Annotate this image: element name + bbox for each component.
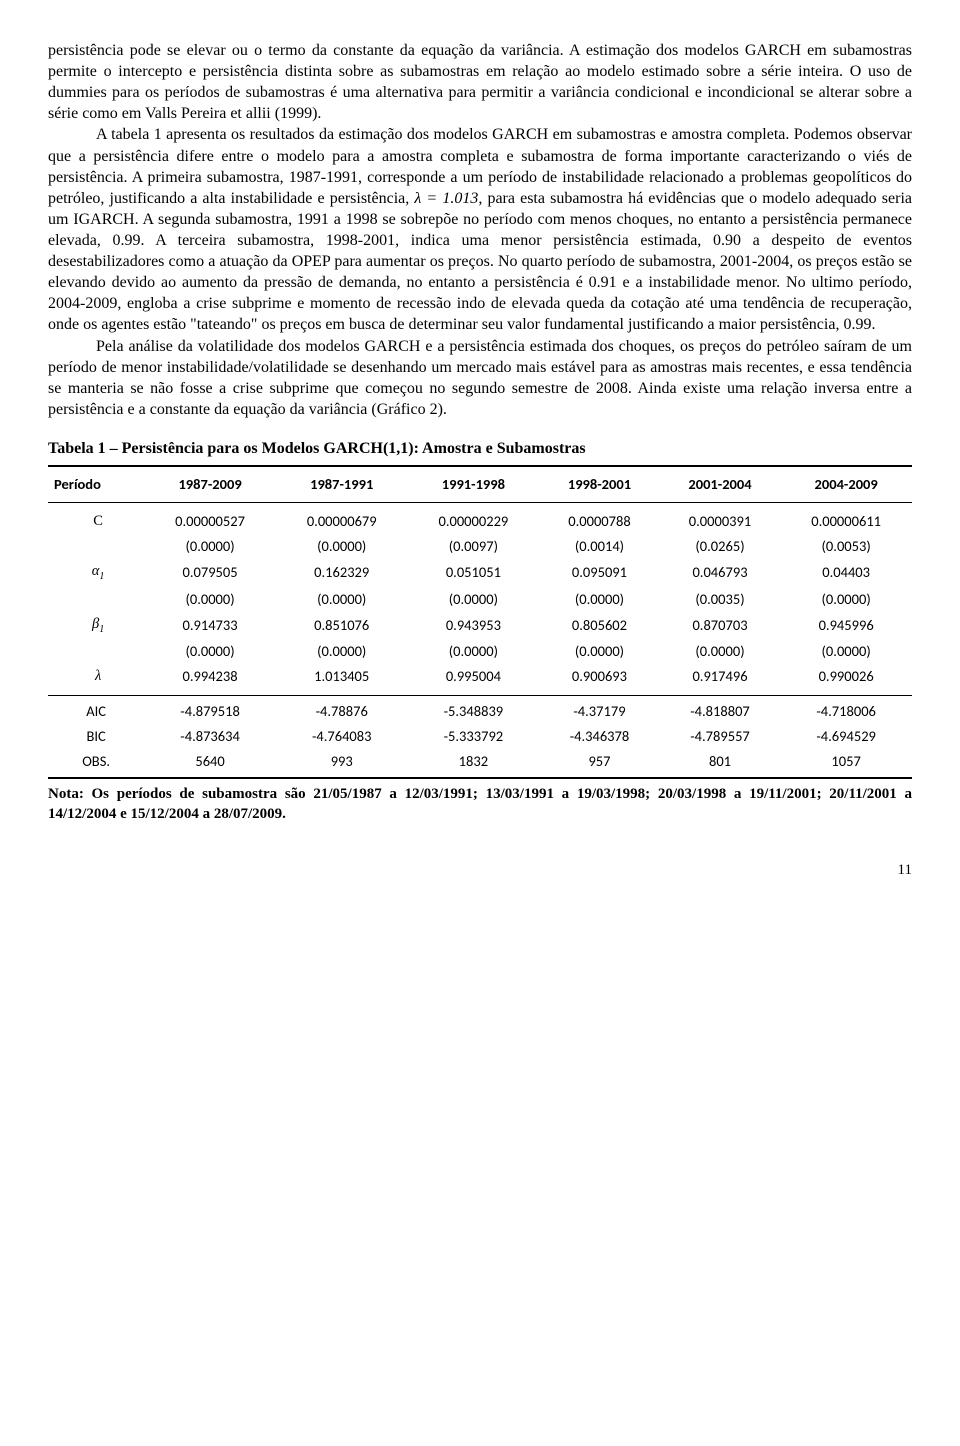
c-p-0: (0.0000) [144, 534, 276, 559]
bic-1: -4.764083 [276, 724, 408, 749]
a-p-4: (0.0035) [660, 587, 781, 612]
obs-5: 1057 [780, 749, 912, 778]
col-1987-1991: 1987-1991 [276, 466, 408, 503]
a-p-0: (0.0000) [144, 587, 276, 612]
obs-2: 1832 [408, 749, 540, 778]
bic-5: -4.694529 [780, 724, 912, 749]
l-val-3: 0.900693 [539, 664, 660, 689]
l-val-4: 0.917496 [660, 664, 781, 689]
row-alpha: α1 0.079505 0.162329 0.051051 0.095091 0… [48, 559, 912, 586]
row-obs: OBS. 5640 993 1832 957 801 1057 [48, 749, 912, 778]
c-val-1: 0.00000679 [276, 509, 408, 534]
l-val-2: 0.995004 [408, 664, 540, 689]
table-title: Tabela 1 – Persistência para os Modelos … [48, 438, 912, 459]
obs-1: 993 [276, 749, 408, 778]
bic-3: -4.346378 [539, 724, 660, 749]
paragraph-3: Pela análise da volatilidade dos modelos… [48, 336, 912, 420]
c-p-1: (0.0000) [276, 534, 408, 559]
bic-0: -4.873634 [144, 724, 276, 749]
table-note: Nota: Os períodos de subamostra são 21/0… [48, 785, 912, 825]
aic-2: -5.348839 [408, 695, 540, 724]
col-2004-2009: 2004-2009 [780, 466, 912, 503]
col-period: Período [48, 466, 144, 503]
row-c-p: (0.0000) (0.0000) (0.0097) (0.0014) (0.0… [48, 534, 912, 559]
b-val-2: 0.943953 [408, 612, 540, 639]
b-p-5: (0.0000) [780, 639, 912, 664]
aic-4: -4.818807 [660, 695, 781, 724]
row-c: C 0.00000527 0.00000679 0.00000229 0.000… [48, 509, 912, 534]
l-val-5: 0.990026 [780, 664, 912, 689]
a-val-1: 0.162329 [276, 559, 408, 586]
col-1998-2001: 1998-2001 [539, 466, 660, 503]
b-val-3: 0.805602 [539, 612, 660, 639]
page-number: 11 [48, 861, 912, 881]
row-aic: AIC -4.879518 -4.78876 -5.348839 -4.3717… [48, 695, 912, 724]
b-p-2: (0.0000) [408, 639, 540, 664]
aic-1: -4.78876 [276, 695, 408, 724]
b-val-0: 0.914733 [144, 612, 276, 639]
row-beta: β1 0.914733 0.851076 0.943953 0.805602 0… [48, 612, 912, 639]
row-bic: BIC -4.873634 -4.764083 -5.333792 -4.346… [48, 724, 912, 749]
col-1991-1998: 1991-1998 [408, 466, 540, 503]
paragraph-2: A tabela 1 apresenta os resultados da es… [48, 124, 912, 335]
a-p-1: (0.0000) [276, 587, 408, 612]
obs-0: 5640 [144, 749, 276, 778]
col-2001-2004: 2001-2004 [660, 466, 781, 503]
a-val-2: 0.051051 [408, 559, 540, 586]
c-val-3: 0.0000788 [539, 509, 660, 534]
b-val-5: 0.945996 [780, 612, 912, 639]
col-1987-2009: 1987-2009 [144, 466, 276, 503]
a-p-3: (0.0000) [539, 587, 660, 612]
c-val-5: 0.00000611 [780, 509, 912, 534]
bic-2: -5.333792 [408, 724, 540, 749]
obs-3: 957 [539, 749, 660, 778]
param-alpha-label: α1 [48, 559, 144, 586]
obs-label: OBS. [48, 749, 144, 778]
aic-0: -4.879518 [144, 695, 276, 724]
aic-3: -4.37179 [539, 695, 660, 724]
c-val-2: 0.00000229 [408, 509, 540, 534]
param-beta-label: β1 [48, 612, 144, 639]
c-p-3: (0.0014) [539, 534, 660, 559]
aic-label: AIC [48, 695, 144, 724]
bic-4: -4.789557 [660, 724, 781, 749]
c-val-0: 0.00000527 [144, 509, 276, 534]
b-p-0: (0.0000) [144, 639, 276, 664]
c-val-4: 0.0000391 [660, 509, 781, 534]
aic-5: -4.718006 [780, 695, 912, 724]
c-p-4: (0.0265) [660, 534, 781, 559]
a-val-5: 0.04403 [780, 559, 912, 586]
row-lambda: λ 0.994238 1.013405 0.995004 0.900693 0.… [48, 664, 912, 689]
b-p-3: (0.0000) [539, 639, 660, 664]
a-val-3: 0.095091 [539, 559, 660, 586]
b-val-4: 0.870703 [660, 612, 781, 639]
row-alpha-p: (0.0000) (0.0000) (0.0000) (0.0000) (0.0… [48, 587, 912, 612]
l-val-1: 1.013405 [276, 664, 408, 689]
a-p-2: (0.0000) [408, 587, 540, 612]
obs-4: 801 [660, 749, 781, 778]
a-p-5: (0.0000) [780, 587, 912, 612]
l-val-0: 0.994238 [144, 664, 276, 689]
row-beta-p: (0.0000) (0.0000) (0.0000) (0.0000) (0.0… [48, 639, 912, 664]
lambda-value-inline: λ = 1.013, [414, 190, 482, 207]
a-val-0: 0.079505 [144, 559, 276, 586]
param-lambda-label: λ [48, 664, 144, 689]
b-val-1: 0.851076 [276, 612, 408, 639]
paragraph-2b: para esta subamostra há evidências que o… [48, 190, 912, 334]
garch-table: Período 1987-2009 1987-1991 1991-1998 19… [48, 465, 912, 779]
c-p-2: (0.0097) [408, 534, 540, 559]
b-p-1: (0.0000) [276, 639, 408, 664]
a-val-4: 0.046793 [660, 559, 781, 586]
param-c-label: C [48, 509, 144, 534]
paragraph-1: persistência pode se elevar ou o termo d… [48, 40, 912, 124]
c-p-5: (0.0053) [780, 534, 912, 559]
bic-label: BIC [48, 724, 144, 749]
table-header-row: Período 1987-2009 1987-1991 1991-1998 19… [48, 466, 912, 503]
b-p-4: (0.0000) [660, 639, 781, 664]
